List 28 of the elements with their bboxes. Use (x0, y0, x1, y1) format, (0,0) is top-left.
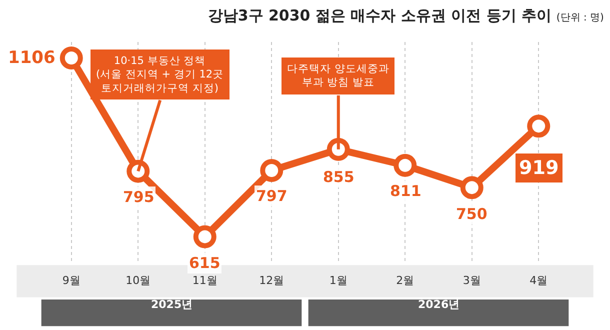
data-label: 795 (123, 188, 154, 206)
x-tick-label: 3월 (462, 274, 481, 287)
point (260, 158, 284, 182)
data-label: 1106 (8, 48, 56, 68)
chart-subtitle: (단위 : 명) (556, 12, 604, 24)
x-tick-label: 1월 (329, 274, 348, 287)
data-label: 797 (256, 187, 288, 205)
x-tick-label: 12월 (259, 274, 284, 287)
data-label: 750 (456, 205, 488, 223)
x-tick-label: 2월 (396, 274, 414, 287)
data-label: 811 (390, 182, 422, 200)
point (527, 114, 550, 138)
text: 2025년 (151, 298, 193, 311)
annotation: 10·15 부동산 정책 (서울 전지역 + 경기 12곳 토지거래허가구역 지정) (96, 55, 224, 94)
x-tick-label: 10월 (126, 274, 151, 287)
x-tick-label: 4월 (530, 274, 548, 287)
data-label: 615 (189, 254, 220, 272)
point (394, 154, 417, 177)
data-label: 919 (519, 157, 559, 179)
data-label: 855 (323, 168, 354, 186)
chart-title: 강남3구 2030 젊은 매수자 소유권 이전 등기 추이 (208, 6, 552, 24)
x-tick-label: 9월 (62, 274, 80, 287)
text: 2026년 (418, 298, 460, 311)
annotation: 다주택자 양도세중과 부과 방침 발표 (287, 63, 390, 89)
point (193, 225, 216, 248)
x-tick-label: 11월 (192, 274, 218, 287)
point (460, 176, 484, 200)
point (60, 46, 83, 70)
